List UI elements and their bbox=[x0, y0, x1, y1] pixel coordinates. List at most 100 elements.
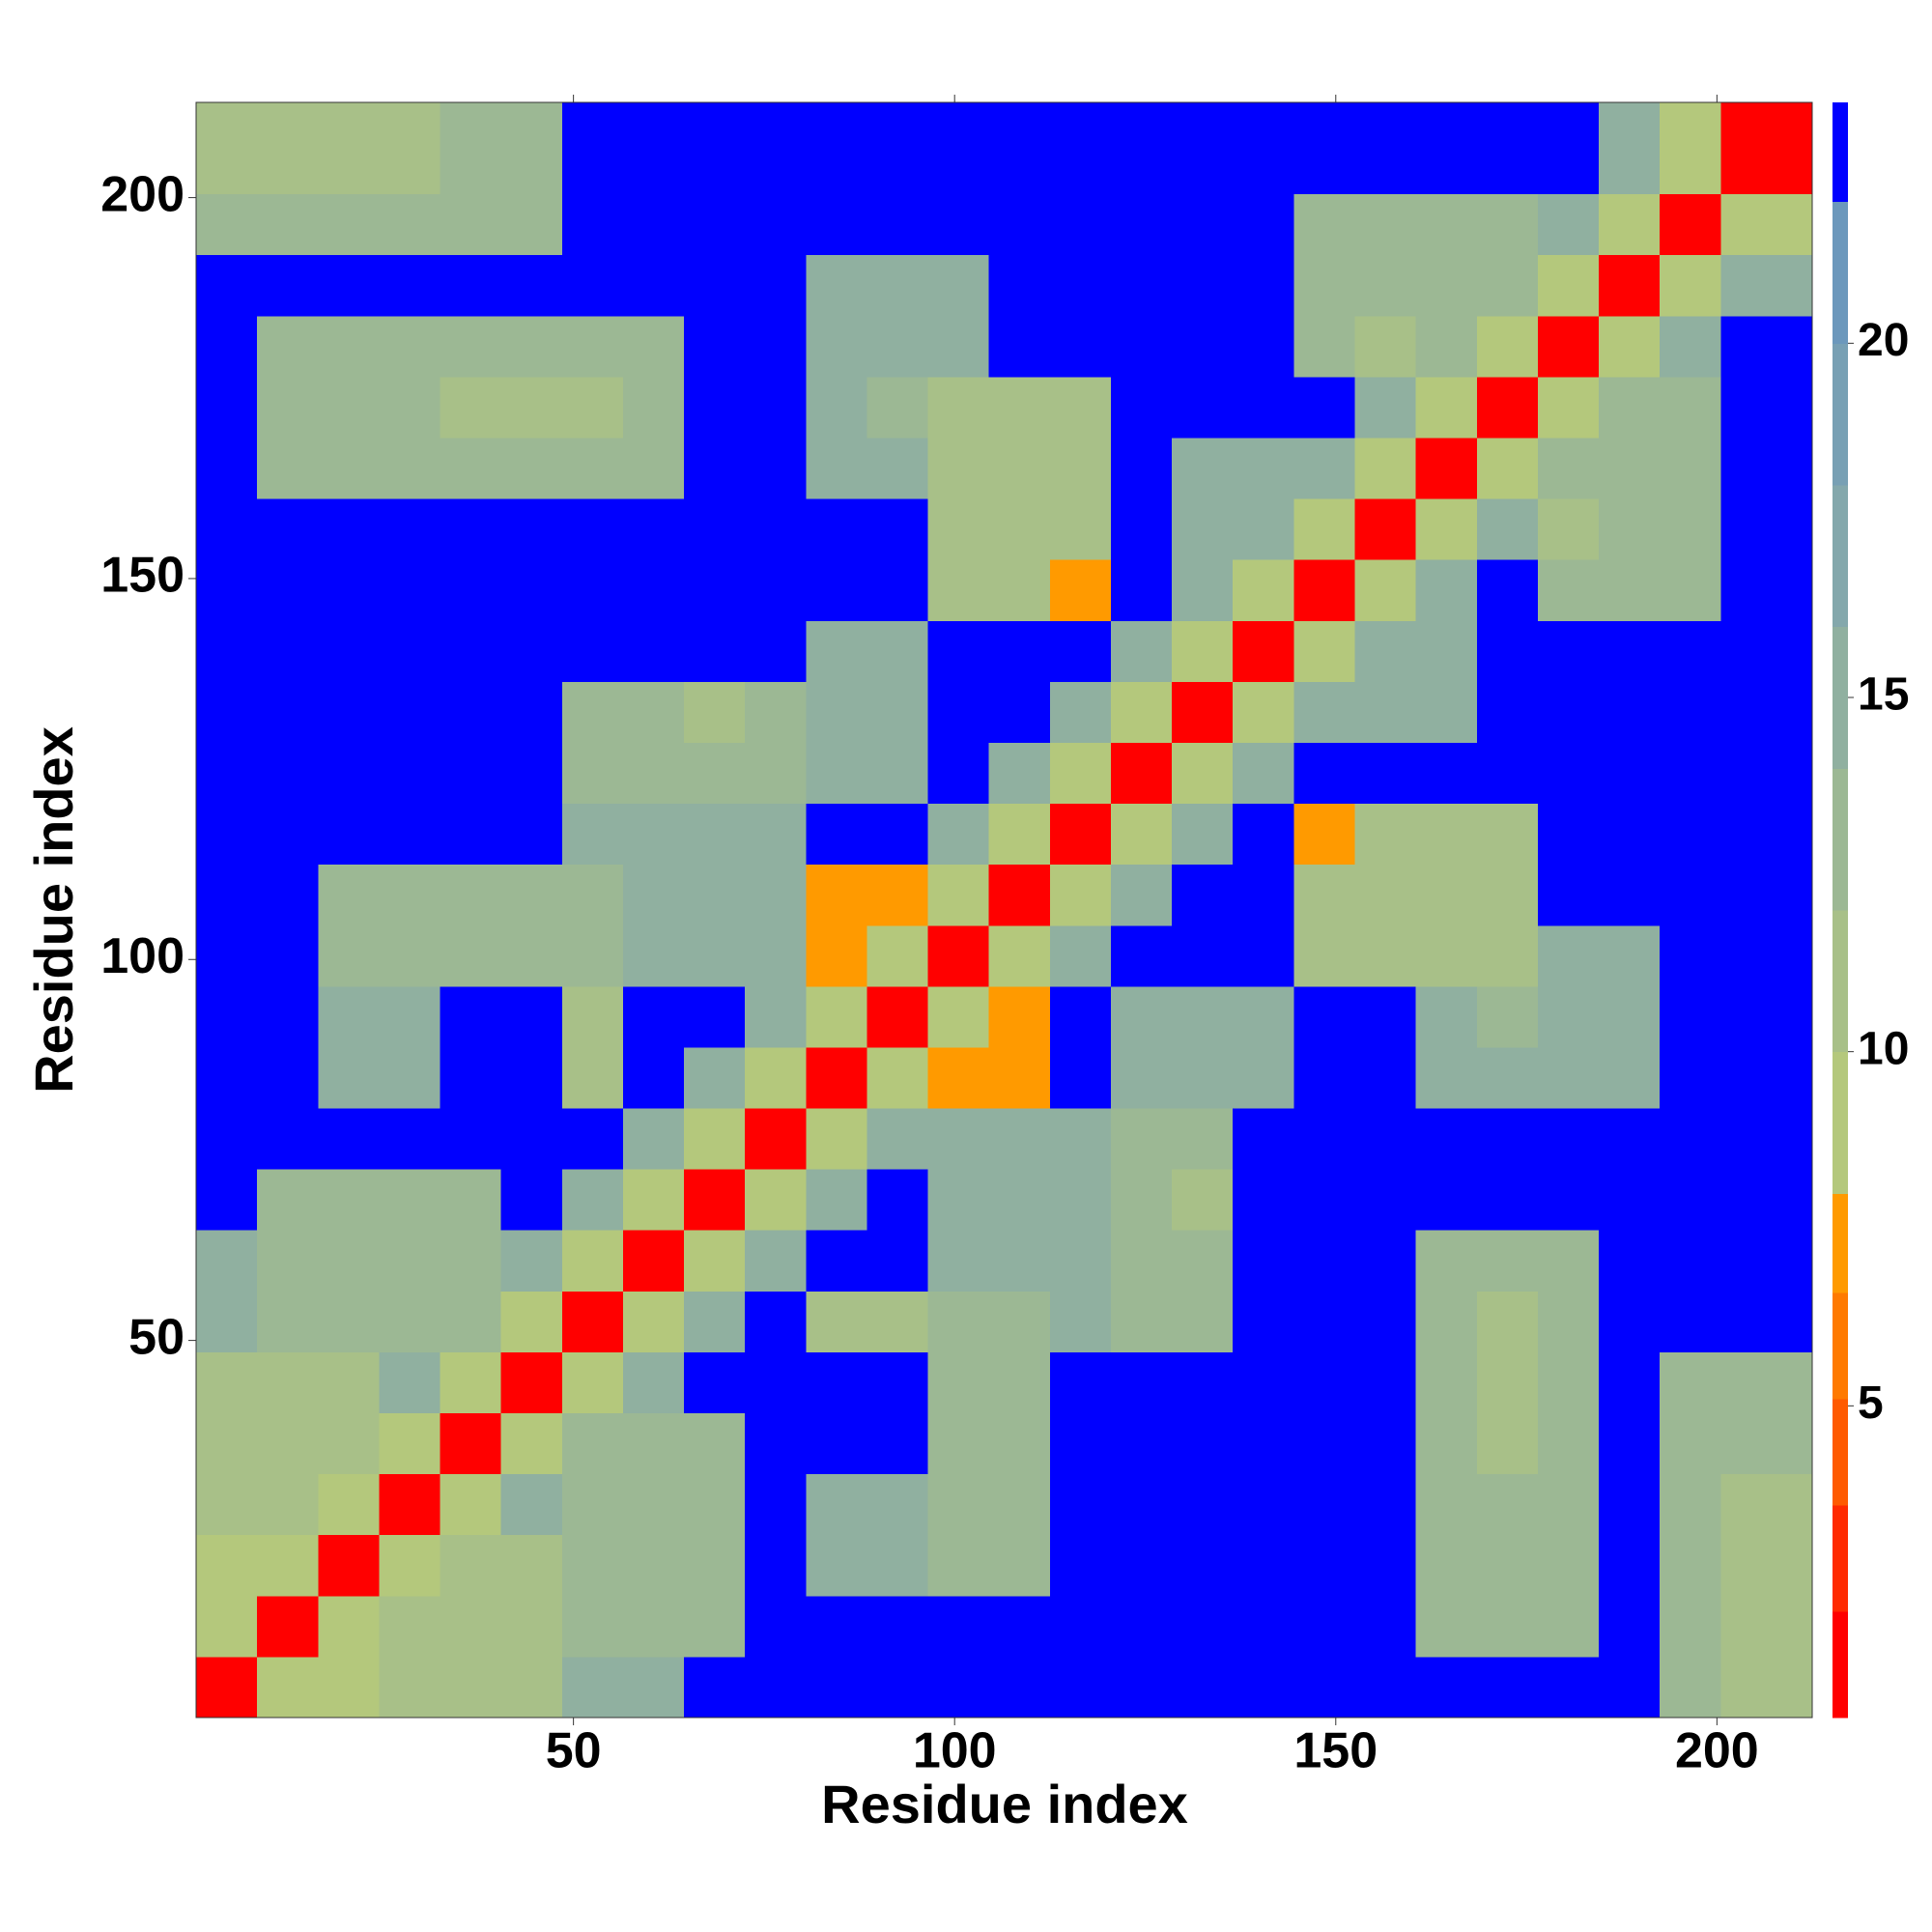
heatmap-cell bbox=[622, 1230, 685, 1292]
colorbar-level bbox=[1833, 201, 1848, 344]
heatmap-cell bbox=[1293, 102, 1356, 195]
heatmap-cell bbox=[500, 1473, 563, 1536]
heatmap-cell bbox=[1660, 1291, 1721, 1352]
heatmap-cell bbox=[1476, 620, 1539, 682]
heatmap-cell bbox=[1049, 102, 1112, 195]
heatmap-cell bbox=[1660, 102, 1721, 195]
heatmap-cell bbox=[684, 254, 746, 317]
heatmap-cell bbox=[684, 620, 746, 682]
heatmap-cell bbox=[745, 681, 807, 743]
heatmap-cell bbox=[500, 1291, 563, 1352]
heatmap-cell bbox=[379, 681, 441, 743]
heatmap-cell bbox=[1660, 1046, 1721, 1109]
heatmap-cell bbox=[1476, 559, 1539, 621]
heatmap-cell bbox=[1537, 985, 1600, 1048]
heatmap-cell bbox=[1476, 1291, 1539, 1352]
heatmap-cell bbox=[196, 1230, 258, 1292]
heatmap-cell bbox=[318, 620, 380, 682]
heatmap-cell bbox=[196, 1656, 258, 1719]
heatmap-cell bbox=[622, 376, 685, 439]
heatmap-cell bbox=[257, 681, 319, 743]
heatmap-cell bbox=[318, 315, 380, 378]
heatmap-cell bbox=[867, 1169, 929, 1231]
heatmap-cell bbox=[561, 1412, 624, 1475]
heatmap-cell bbox=[318, 1291, 380, 1352]
heatmap-cell bbox=[1415, 315, 1478, 378]
heatmap-cell bbox=[622, 1534, 685, 1597]
heatmap-cell bbox=[379, 438, 441, 499]
heatmap-cell bbox=[1476, 742, 1539, 805]
heatmap-cell bbox=[318, 1656, 380, 1719]
heatmap-cell bbox=[1537, 376, 1600, 439]
heatmap-cell bbox=[1476, 438, 1539, 499]
heatmap-cell bbox=[196, 803, 258, 866]
heatmap-cell bbox=[1415, 102, 1478, 195]
heatmap-cell bbox=[1110, 864, 1173, 926]
heatmap-cell bbox=[806, 1595, 867, 1658]
heatmap-cell bbox=[1172, 1473, 1234, 1536]
heatmap-cell bbox=[927, 742, 990, 805]
heatmap-cell bbox=[500, 620, 563, 682]
heatmap-cell bbox=[1660, 254, 1721, 317]
heatmap-cell bbox=[257, 559, 319, 621]
heatmap-cell bbox=[684, 1108, 746, 1170]
heatmap-cell bbox=[379, 376, 441, 439]
heatmap-cell bbox=[684, 1534, 746, 1597]
heatmap-cell bbox=[1110, 803, 1173, 866]
heatmap-cell bbox=[745, 1046, 807, 1109]
x-axis-title: Residue index bbox=[821, 1774, 1188, 1834]
heatmap-cell bbox=[379, 985, 441, 1048]
heatmap-cell bbox=[1720, 1351, 1813, 1414]
heatmap-cell bbox=[1172, 1412, 1234, 1475]
heatmap-cell bbox=[196, 1291, 258, 1352]
heatmap-cell bbox=[561, 1534, 624, 1597]
heatmap-cell bbox=[1599, 1473, 1661, 1536]
heatmap-cell bbox=[440, 1595, 502, 1658]
heatmap-cell bbox=[196, 1046, 258, 1109]
heatmap-cell bbox=[1476, 864, 1539, 926]
heatmap-cell bbox=[867, 985, 929, 1048]
heatmap-cell bbox=[622, 1046, 685, 1109]
heatmap-cell bbox=[927, 438, 990, 499]
heatmap-cell bbox=[1354, 498, 1417, 560]
heatmap-cell bbox=[318, 985, 380, 1048]
heatmap-cell bbox=[1599, 1108, 1661, 1170]
heatmap-cell bbox=[622, 438, 685, 499]
heatmap-cell bbox=[988, 315, 1051, 378]
heatmap-cell bbox=[1537, 498, 1600, 560]
heatmap-cell bbox=[988, 620, 1051, 682]
heatmap-cell bbox=[500, 1534, 563, 1597]
heatmap-cell bbox=[1720, 985, 1813, 1048]
heatmap-cell bbox=[379, 102, 441, 195]
heatmap-cell bbox=[1599, 681, 1661, 743]
heatmap-cell bbox=[500, 681, 563, 743]
heatmap-cell bbox=[1660, 803, 1721, 866]
heatmap-cell bbox=[1720, 1169, 1813, 1231]
heatmap-cell bbox=[1293, 1291, 1356, 1352]
heatmap-cell bbox=[318, 681, 380, 743]
heatmap-cell bbox=[196, 1595, 258, 1658]
heatmap-cell bbox=[1415, 985, 1478, 1048]
heatmap-cell bbox=[1415, 376, 1478, 439]
heatmap-cell bbox=[1537, 1595, 1600, 1658]
heatmap-cell bbox=[196, 438, 258, 499]
heatmap-cell bbox=[684, 376, 746, 439]
heatmap-cell bbox=[1476, 1108, 1539, 1170]
heatmap-cell bbox=[561, 620, 624, 682]
heatmap-cell bbox=[1110, 498, 1173, 560]
heatmap-cell bbox=[1049, 1351, 1112, 1414]
heatmap-cell bbox=[1599, 438, 1661, 499]
heatmap-cell bbox=[1537, 438, 1600, 499]
heatmap-cell bbox=[500, 1412, 563, 1475]
heatmap-cell bbox=[318, 864, 380, 926]
heatmap-cell bbox=[1415, 438, 1478, 499]
heatmap-cell bbox=[257, 315, 319, 378]
heatmap-cell bbox=[440, 985, 502, 1048]
heatmap-cell bbox=[1233, 1534, 1294, 1597]
heatmap-cell bbox=[867, 1534, 929, 1597]
colorbar-level bbox=[1833, 1293, 1848, 1400]
heatmap-cell bbox=[1537, 620, 1600, 682]
heatmap-cell bbox=[257, 193, 319, 256]
heatmap-cell bbox=[318, 1595, 380, 1658]
colorbar-level bbox=[1833, 768, 1848, 911]
